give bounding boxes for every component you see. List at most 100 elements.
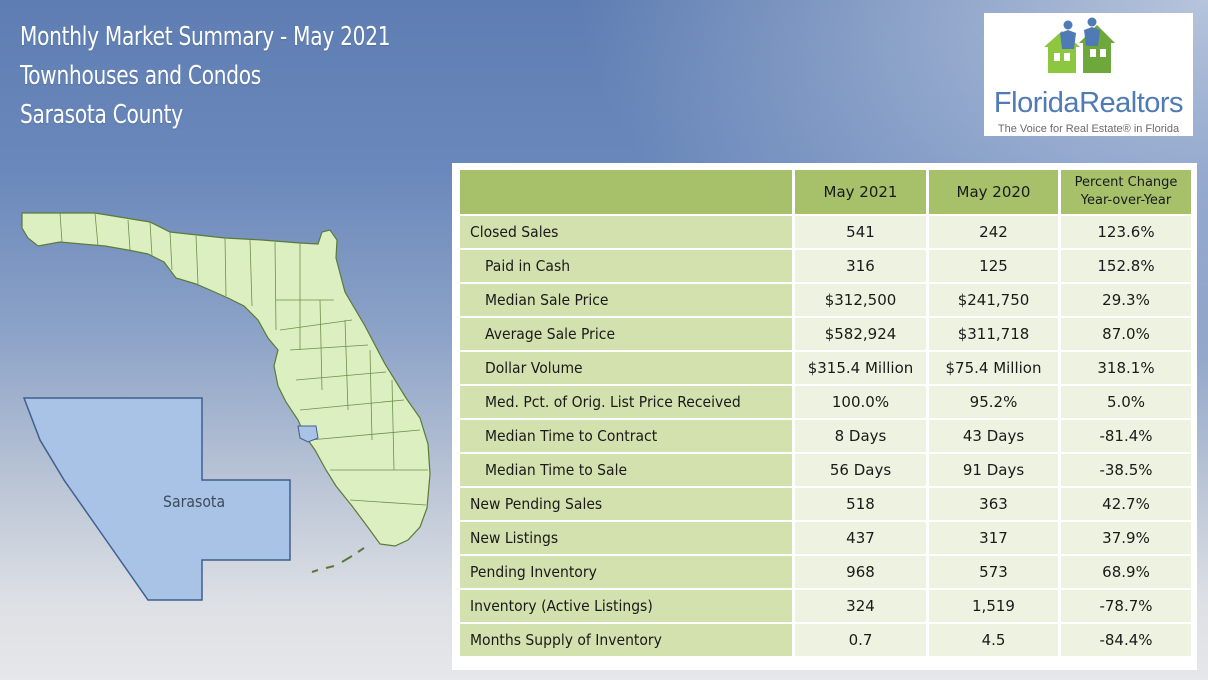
row-label-text: Pending Inventory	[470, 563, 597, 581]
row-label-text: New Listings	[470, 529, 559, 547]
table-row: Median Time to Sale 56 Days 91 Days -38.5%	[460, 454, 1191, 486]
row-label-text: Median Sale Price	[485, 291, 609, 309]
table-row: Closed Sales 541 242 123.6%	[460, 216, 1191, 248]
florida-realtors-logo: FloridaRealtors The Voice for Real Estat…	[984, 13, 1193, 136]
value-may-2021: $582,924	[795, 318, 926, 350]
value-may-2021: 56 Days	[795, 454, 926, 486]
table-row: Average Sale Price $582,924 $311,718 87.0%	[460, 318, 1191, 350]
table-row: Dollar Volume $315.4 Million $75.4 Million…	[460, 352, 1191, 384]
row-label: Inventory (Active Listings)	[460, 590, 792, 622]
county-lines	[59, 212, 428, 506]
value-percent-change: 152.8%	[1061, 250, 1191, 282]
row-label-text: Dollar Volume	[485, 359, 583, 377]
value-may-2020: 363	[929, 488, 1058, 520]
value-percent-change: -81.4%	[1061, 420, 1191, 452]
row-label: Closed Sales	[460, 216, 792, 248]
value-percent-change: 37.9%	[1061, 522, 1191, 554]
houses-people-icon	[1044, 17, 1115, 73]
logo-tagline: The Voice for Real Estate® in Florida	[997, 123, 1180, 135]
value-may-2021: 968	[795, 556, 926, 588]
row-label-text: Median Time to Contract	[485, 427, 658, 445]
value-percent-change: 29.3%	[1061, 284, 1191, 316]
value-may-2021: 8 Days	[795, 420, 926, 452]
value-may-2021: 100.0%	[795, 386, 926, 418]
value-may-2020: 43 Days	[929, 420, 1058, 452]
value-percent-change: 68.9%	[1061, 556, 1191, 588]
row-label: Dollar Volume	[460, 352, 792, 384]
summary-table: May 2021 May 2020 Percent Change Year-ov…	[457, 168, 1194, 658]
sarasota-county-shape	[22, 397, 291, 601]
header-blank	[460, 170, 792, 214]
logo-wordmark: FloridaRealtors	[993, 87, 1184, 119]
row-label-text: Closed Sales	[470, 223, 559, 241]
title-line-1: Monthly Market Summary - May 2021	[20, 22, 391, 52]
table-row: New Listings 437 317 37.9%	[460, 522, 1191, 554]
sarasota-map-label: Sarasota	[163, 492, 226, 511]
row-label-text: Med. Pct. of Orig. List Price Received	[485, 393, 741, 411]
value-percent-change: -78.7%	[1061, 590, 1191, 622]
value-may-2020: $75.4 Million	[929, 352, 1058, 384]
value-percent-change: 87.0%	[1061, 318, 1191, 350]
value-percent-change: 318.1%	[1061, 352, 1191, 384]
value-may-2021: $312,500	[795, 284, 926, 316]
value-may-2021: 316	[795, 250, 926, 282]
table-row: Median Time to Contract 8 Days 43 Days -81.…	[460, 420, 1191, 452]
value-may-2021: 437	[795, 522, 926, 554]
value-may-2021: 541	[795, 216, 926, 248]
header-percent-change-line2: Year-over-Year	[1080, 193, 1172, 208]
value-may-2020: 95.2%	[929, 386, 1058, 418]
row-label: Median Sale Price	[460, 284, 792, 316]
value-percent-change: 42.7%	[1061, 488, 1191, 520]
market-summary-table: May 2021 May 2020 Percent Change Year-ov…	[452, 163, 1197, 670]
header-may-2020: May 2020	[929, 170, 1058, 214]
florida-map	[21, 212, 431, 601]
row-label: New Pending Sales	[460, 488, 792, 520]
header-may-2021: May 2021	[795, 170, 926, 214]
row-label: Average Sale Price	[460, 318, 792, 350]
table-header-row: May 2021 May 2020 Percent Change Year-ov…	[460, 170, 1191, 214]
value-may-2020: 125	[929, 250, 1058, 282]
florida-state-shape	[21, 212, 431, 547]
row-label: New Listings	[460, 522, 792, 554]
row-label-text: New Pending Sales	[470, 495, 603, 513]
value-percent-change: 123.6%	[1061, 216, 1191, 248]
row-label: Paid in Cash	[460, 250, 792, 282]
value-may-2021: 324	[795, 590, 926, 622]
value-may-2020: 4.5	[929, 624, 1058, 656]
value-may-2021: $315.4 Million	[795, 352, 926, 384]
row-label: Median Time to Contract	[460, 420, 792, 452]
value-may-2021: 0.7	[795, 624, 926, 656]
row-label-text: Inventory (Active Listings)	[470, 597, 653, 615]
sarasota-state-highlight	[297, 425, 319, 443]
title-line-3: Sarasota County	[20, 100, 183, 130]
value-may-2020: 91 Days	[929, 454, 1058, 486]
value-may-2020: 242	[929, 216, 1058, 248]
value-percent-change: 5.0%	[1061, 386, 1191, 418]
value-may-2021: 518	[795, 488, 926, 520]
row-label: Pending Inventory	[460, 556, 792, 588]
table-row: Inventory (Active Listings) 324 1,519 -78.7…	[460, 590, 1191, 622]
header-percent-change-line1: Percent Change	[1074, 175, 1178, 190]
value-percent-change: -38.5%	[1061, 454, 1191, 486]
table-row: Median Sale Price $312,500 $241,750 29.3%	[460, 284, 1191, 316]
value-may-2020: $311,718	[929, 318, 1058, 350]
row-label: Median Time to Sale	[460, 454, 792, 486]
table-row: Paid in Cash 316 125 152.8%	[460, 250, 1191, 282]
value-may-2020: 1,519	[929, 590, 1058, 622]
table-row: Months Supply of Inventory 0.7 4.5 -84.4%	[460, 624, 1191, 656]
row-label: Months Supply of Inventory	[460, 624, 792, 656]
title-block: Monthly Market Summary - May 2021 Townho…	[20, 18, 451, 135]
title-line-2: Townhouses and Condos	[20, 61, 262, 91]
header-percent-change: Percent Change Year-over-Year	[1061, 170, 1191, 214]
value-may-2020: 573	[929, 556, 1058, 588]
row-label-text: Months Supply of Inventory	[470, 631, 662, 649]
row-label-text: Average Sale Price	[485, 325, 616, 343]
value-may-2020: 317	[929, 522, 1058, 554]
row-label: Med. Pct. of Orig. List Price Received	[460, 386, 792, 418]
table-row: Pending Inventory 968 573 68.9%	[460, 556, 1191, 588]
value-percent-change: -84.4%	[1061, 624, 1191, 656]
row-label-text: Median Time to Sale	[485, 461, 628, 479]
table-row: Med. Pct. of Orig. List Price Received 10…	[460, 386, 1191, 418]
value-may-2020: $241,750	[929, 284, 1058, 316]
row-label-text: Paid in Cash	[485, 257, 571, 275]
